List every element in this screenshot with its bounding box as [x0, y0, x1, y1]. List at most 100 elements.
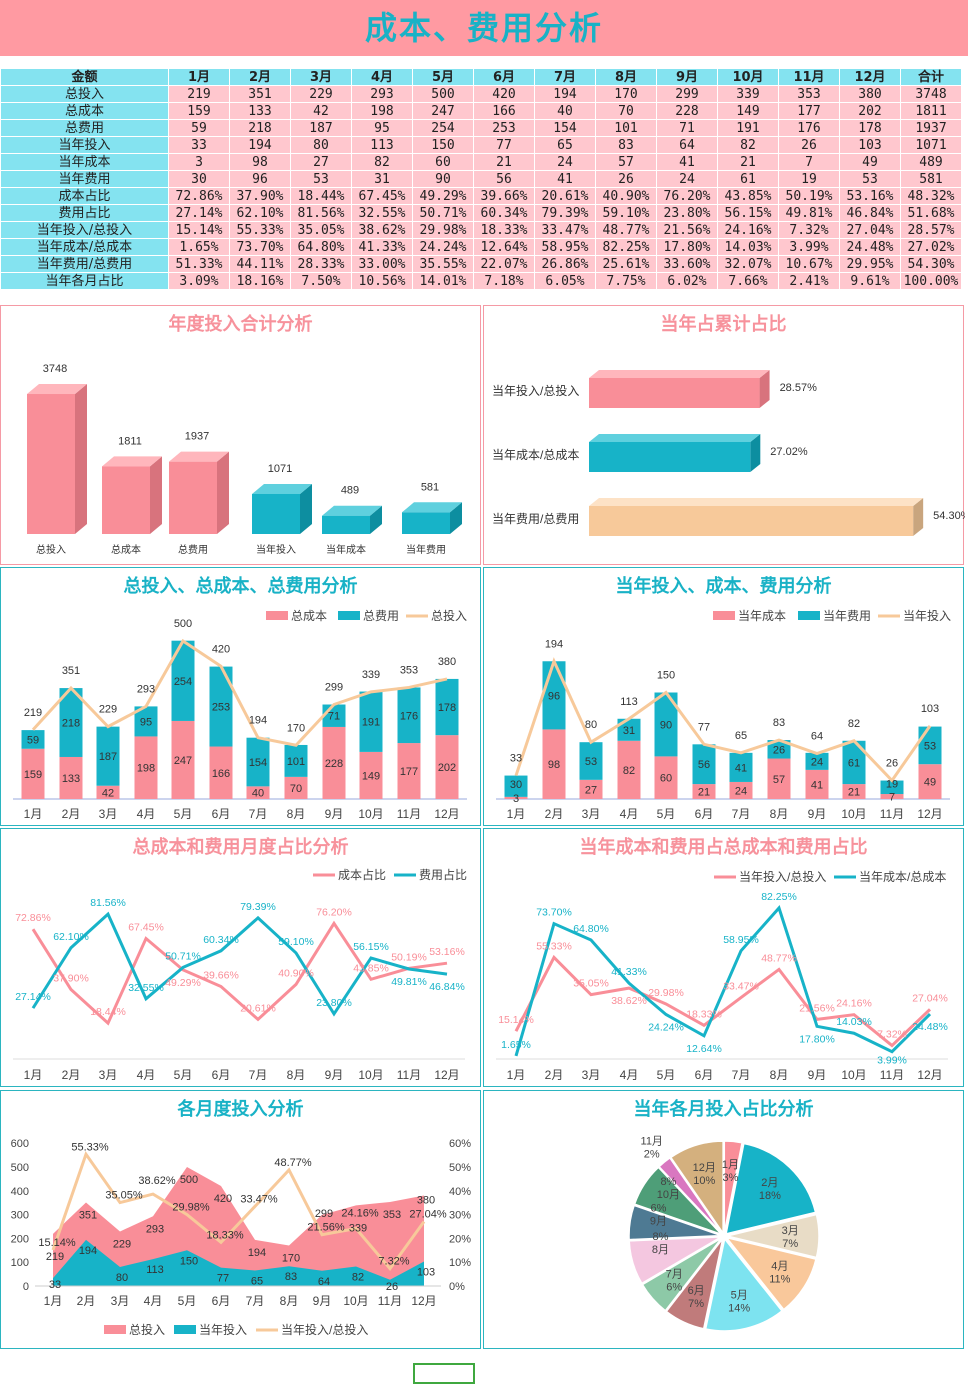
table-cell[interactable]: 72.86% [168, 187, 230, 205]
table-cell[interactable]: 65 [534, 136, 596, 154]
table-cell[interactable]: 7.66% [717, 272, 779, 290]
table-cell[interactable]: 67.45% [351, 187, 413, 205]
table-cell[interactable]: 176 [778, 119, 840, 137]
row-label[interactable]: 当年各月占比 [0, 272, 169, 290]
table-cell[interactable]: 1071 [900, 136, 962, 154]
chart-panel-current-share[interactable]: 当年投入/总投入 当年成本/总成本 1月 2月 3月 4月 5月 6月 7月 8月 9月 10月 11月… [483, 828, 964, 1087]
table-cell[interactable]: 133 [229, 102, 291, 120]
table-cell[interactable]: 150 [412, 136, 474, 154]
table-cell[interactable]: 18.16% [229, 272, 291, 290]
table-cell[interactable]: 23.80% [656, 204, 718, 222]
table-cell[interactable]: 37.90% [229, 187, 291, 205]
table-cell[interactable]: 39.66% [473, 187, 535, 205]
table-cell[interactable]: 33.47% [534, 221, 596, 239]
table-cell[interactable]: 103 [839, 136, 901, 154]
table-cell[interactable]: 29.95% [839, 255, 901, 273]
table-cell[interactable]: 82 [351, 153, 413, 171]
table-cell[interactable]: 60 [412, 153, 474, 171]
row-label[interactable]: 总成本 [0, 102, 169, 120]
table-cell[interactable]: 48.77% [595, 221, 657, 239]
table-cell[interactable]: 3.09% [168, 272, 230, 290]
table-cell[interactable]: 40.90% [595, 187, 657, 205]
table-cell[interactable]: 41 [534, 170, 596, 188]
chart-panel-monthly-investment[interactable]: 0 0% 100 10% 200 20% 300 30% 400 40% 500 50% 600 60% 1… [0, 1090, 481, 1349]
table-cell[interactable]: 1811 [900, 102, 962, 120]
table-cell[interactable]: 71 [656, 119, 718, 137]
table-cell[interactable]: 76.20% [656, 187, 718, 205]
table-cell[interactable]: 229 [290, 85, 352, 103]
table-cell[interactable]: 154 [534, 119, 596, 137]
table-cell[interactable]: 50.71% [412, 204, 474, 222]
chart-panel-total-stacked[interactable]: 总成本 总费用 总投入 1月 2月 3月 4月 5月 6月 7月 8月 9月 10月 11月 12月 159 5… [0, 567, 481, 826]
table-cell[interactable]: 24.16% [717, 221, 779, 239]
table-cell[interactable]: 49.81% [778, 204, 840, 222]
table-cell[interactable]: 9.61% [839, 272, 901, 290]
table-cell[interactable]: 299 [656, 85, 718, 103]
table-cell[interactable]: 27.02% [900, 238, 962, 256]
table-cell[interactable]: 51.68% [900, 204, 962, 222]
table-cell[interactable]: 41 [656, 153, 718, 171]
table-cell[interactable]: 24 [656, 170, 718, 188]
table-cell[interactable]: 64 [656, 136, 718, 154]
table-cell[interactable]: 149 [717, 102, 779, 120]
table-cell[interactable]: 26 [778, 136, 840, 154]
table-cell[interactable]: 18.33% [473, 221, 535, 239]
table-cell[interactable]: 3748 [900, 85, 962, 103]
table-cell[interactable]: 27 [290, 153, 352, 171]
table-cell[interactable]: 19 [778, 170, 840, 188]
table-cell[interactable]: 33.60% [656, 255, 718, 273]
table-cell[interactable]: 35.55% [412, 255, 474, 273]
table-cell[interactable]: 11月 [778, 68, 840, 86]
chart-panel-current-stacked[interactable]: 当年成本 当年费用 当年投入 1月 2月 3月 4月 5月 6月 7月 8月 9月 10月 11月 12月 3… [483, 567, 964, 826]
table-cell[interactable]: 77 [473, 136, 535, 154]
table-cell[interactable]: 166 [473, 102, 535, 120]
table-cell[interactable]: 64.80% [290, 238, 352, 256]
table-cell[interactable]: 54.30% [900, 255, 962, 273]
table-cell[interactable]: 6.05% [534, 272, 596, 290]
table-cell[interactable]: 22.07% [473, 255, 535, 273]
row-label[interactable]: 当年费用 [0, 170, 169, 188]
table-cell[interactable]: 24 [534, 153, 596, 171]
table-cell[interactable]: 98 [229, 153, 291, 171]
table-cell[interactable]: 44.11% [229, 255, 291, 273]
table-cell[interactable]: 35.05% [290, 221, 352, 239]
table-cell[interactable]: 187 [290, 119, 352, 137]
table-cell[interactable]: 339 [717, 85, 779, 103]
table-cell[interactable]: 49 [839, 153, 901, 171]
table-cell[interactable]: 32.55% [351, 204, 413, 222]
table-cell[interactable]: 56 [473, 170, 535, 188]
table-cell[interactable]: 27.04% [839, 221, 901, 239]
row-label[interactable]: 成本占比 [0, 187, 169, 205]
row-label[interactable]: 当年投入/总投入 [0, 221, 169, 239]
table-cell[interactable]: 60.34% [473, 204, 535, 222]
table-cell[interactable]: 194 [229, 136, 291, 154]
chart-panel-investment-pie[interactable]: 1月 3% 2月 18% 3月 7% 4月 11% 5月 14% 6月 7% 7月 6% 8月 8% 9月 6% 1… [483, 1090, 964, 1349]
table-cell[interactable]: 55.33% [229, 221, 291, 239]
table-cell[interactable]: 198 [351, 102, 413, 120]
table-cell[interactable]: 170 [595, 85, 657, 103]
table-cell[interactable]: 31 [351, 170, 413, 188]
table-cell[interactable]: 489 [900, 153, 962, 171]
table-cell[interactable]: 7 [778, 153, 840, 171]
table-cell[interactable]: 58.95% [534, 238, 596, 256]
table-cell[interactable]: 7.32% [778, 221, 840, 239]
table-cell[interactable]: 247 [412, 102, 474, 120]
table-cell[interactable]: 32.07% [717, 255, 779, 273]
table-cell[interactable]: 24.24% [412, 238, 474, 256]
table-cell[interactable]: 12.64% [473, 238, 535, 256]
table-cell[interactable]: 50.19% [778, 187, 840, 205]
row-label[interactable]: 当年费用/总费用 [0, 255, 169, 273]
table-cell[interactable]: 14.03% [717, 238, 779, 256]
table-cell[interactable]: 8月 [595, 68, 657, 86]
table-cell[interactable]: 113 [351, 136, 413, 154]
table-cell[interactable]: 14.01% [412, 272, 474, 290]
table-cell[interactable]: 194 [534, 85, 596, 103]
table-cell[interactable]: 101 [595, 119, 657, 137]
table-cell[interactable]: 581 [900, 170, 962, 188]
table-cell[interactable]: 293 [351, 85, 413, 103]
table-cell[interactable]: 177 [778, 102, 840, 120]
table-cell[interactable]: 7月 [534, 68, 596, 86]
table-cell[interactable]: 59 [168, 119, 230, 137]
table-cell[interactable]: 81.56% [290, 204, 352, 222]
table-cell[interactable]: 24.48% [839, 238, 901, 256]
